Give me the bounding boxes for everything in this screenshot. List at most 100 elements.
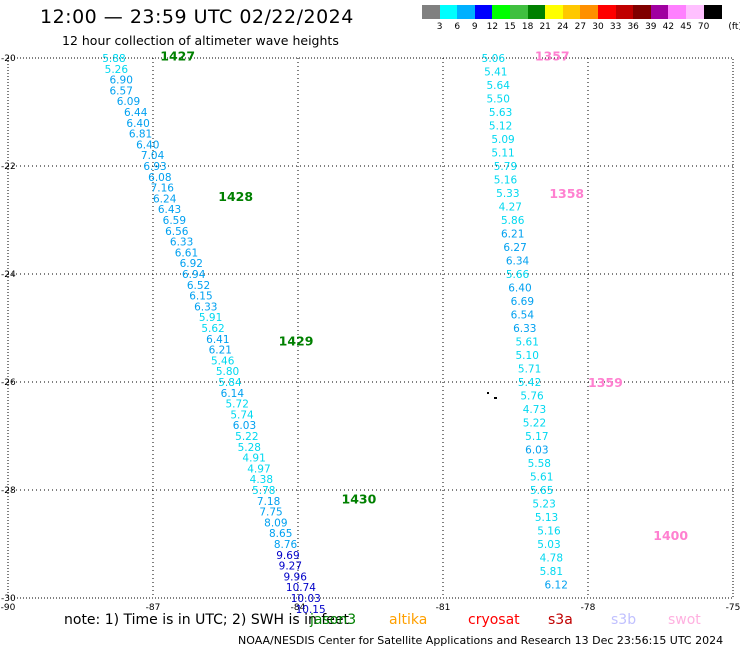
swh-value-label: 4.78 — [540, 553, 563, 565]
colorbar-label: 9 — [471, 22, 478, 32]
swh-value-label: 6.54 — [511, 310, 535, 322]
y-tick-label: -28 — [1, 486, 16, 496]
x-tick-label: -75 — [726, 603, 740, 613]
colorbar-label: 45 — [680, 22, 692, 32]
time-label: 1358 — [549, 186, 584, 201]
swh-value-label: 6.40 — [136, 139, 159, 151]
swh-value-label: 5.64 — [487, 80, 511, 92]
swh-value-label: 6.90 — [110, 75, 133, 87]
swh-value-label: 6.40 — [508, 283, 531, 295]
colorbar-swatch — [562, 5, 581, 19]
colorbar-swatch — [633, 5, 652, 19]
swh-value-label: 5.10 — [516, 350, 539, 362]
colorbar-label: 33 — [609, 22, 622, 32]
swh-value-label: 10.74 — [286, 582, 316, 594]
swh-value-label: 8.76 — [274, 539, 298, 551]
swh-value-label: 5.28 — [238, 442, 261, 454]
mission-label-cryosat: cryosat — [468, 612, 520, 628]
mission-label-swot: swot — [668, 612, 701, 628]
time-label: 1429 — [279, 334, 314, 349]
swh-value-label: 6.57 — [110, 85, 133, 97]
y-tick-label: -30 — [1, 594, 16, 604]
swh-value-label: 5.41 — [484, 67, 507, 79]
y-tick-label: -20 — [1, 54, 16, 64]
y-tick-label: -22 — [1, 162, 16, 172]
colorbar-swatch — [598, 5, 616, 19]
swh-value-label: 6.21 — [209, 345, 232, 357]
swh-value-label: 6.41 — [206, 334, 229, 346]
swh-value-label: 5.03 — [537, 539, 560, 551]
swh-value-label: 5.86 — [501, 215, 525, 227]
colorbar-swatch — [527, 5, 546, 19]
swh-value-label: 7.04 — [141, 150, 165, 162]
time-label: 1430 — [342, 492, 377, 507]
swh-value-label: 5.71 — [518, 364, 541, 376]
colorbar-label: 36 — [627, 22, 639, 32]
swh-value-label: 5.33 — [496, 188, 519, 200]
x-tick-label: -84 — [291, 603, 306, 613]
swh-value-label: 5.22 — [523, 418, 546, 430]
credit-line: NOAA/NESDIS Center for Satellite Applica… — [238, 634, 724, 647]
colorbar-label: 21 — [539, 22, 551, 32]
swh-value-label: 6.93 — [143, 161, 166, 173]
swh-value-label: 7.18 — [257, 496, 280, 508]
swh-value-label: 4.73 — [523, 404, 546, 416]
colorbar-swatch — [703, 5, 722, 19]
swh-value-label: 5.74 — [230, 409, 254, 421]
swh-value-label: 5.13 — [535, 512, 558, 524]
swh-value-label: 5.63 — [489, 107, 512, 119]
swh-value-label: 5.61 — [516, 337, 539, 349]
time-label: 1428 — [218, 189, 253, 204]
swh-value-label: 5.17 — [525, 431, 548, 443]
swh-value-label: 6.52 — [187, 280, 210, 292]
swh-value-label: 6.92 — [180, 258, 203, 270]
y-tick-label: -26 — [1, 378, 16, 388]
colorbar-swatch — [580, 5, 599, 19]
swh-value-label: 6.33 — [170, 237, 193, 249]
map-frame — [7, 57, 734, 599]
swh-value-label: 6.43 — [158, 204, 181, 216]
land-speck — [487, 392, 489, 394]
mission-label-s3b: s3b — [611, 612, 637, 628]
colorbar-label: 70 — [697, 22, 710, 32]
swh-value-label: 6.15 — [189, 291, 212, 303]
colorbar-label: 27 — [574, 22, 587, 32]
y-tick-label: -24 — [1, 270, 16, 280]
colorbar-swatch — [492, 5, 511, 19]
colorbar-swatch — [545, 5, 564, 19]
swh-value-label: 5.79 — [494, 161, 517, 173]
swh-value-label: 8.65 — [269, 528, 292, 540]
swh-value-label: 5.80 — [216, 366, 239, 378]
swh-value-label: 5.16 — [537, 526, 561, 538]
swh-value-label: 8.09 — [264, 517, 287, 529]
swh-value-label: 5.46 — [211, 355, 235, 367]
swh-value-label: 6.08 — [148, 172, 171, 184]
colorbar-label: 3 — [436, 22, 443, 32]
swh-value-label: 9.27 — [279, 561, 302, 573]
swh-value-label: 10.15 — [296, 604, 326, 616]
swh-value-label: 5.09 — [491, 134, 514, 146]
colorbar-swatch — [457, 5, 476, 19]
time-label: 1357 — [535, 48, 570, 63]
swh-value-label: 5.42 — [518, 377, 541, 389]
x-tick-label: -87 — [146, 603, 161, 613]
swh-value-label: 5.62 — [201, 323, 224, 335]
swh-value-label: 5.91 — [199, 312, 222, 324]
x-tick-label: -90 — [1, 603, 16, 613]
swh-value-label: 4.38 — [250, 474, 273, 486]
colorbar-swatch — [615, 5, 634, 19]
swh-value-label: 4.27 — [499, 202, 522, 214]
time-label: 1359 — [588, 375, 623, 390]
swh-value-label: 6.12 — [545, 580, 568, 592]
swh-value-label: 5.58 — [528, 458, 551, 470]
footnote: note: 1) Time is in UTC; 2) SWH is in fe… — [64, 612, 350, 628]
swh-value-label: 5.11 — [491, 148, 514, 160]
swh-value-label: 6.03 — [233, 420, 256, 432]
colorbar-label: 6 — [454, 22, 461, 32]
swh-value-label: 7.16 — [151, 183, 175, 195]
map-subtitle: 12 hour collection of altimeter wave hei… — [62, 33, 339, 48]
swh-value-label: 7.75 — [259, 507, 282, 519]
colorbar-swatch — [650, 5, 669, 19]
mission-label-altika: altika — [389, 612, 428, 628]
